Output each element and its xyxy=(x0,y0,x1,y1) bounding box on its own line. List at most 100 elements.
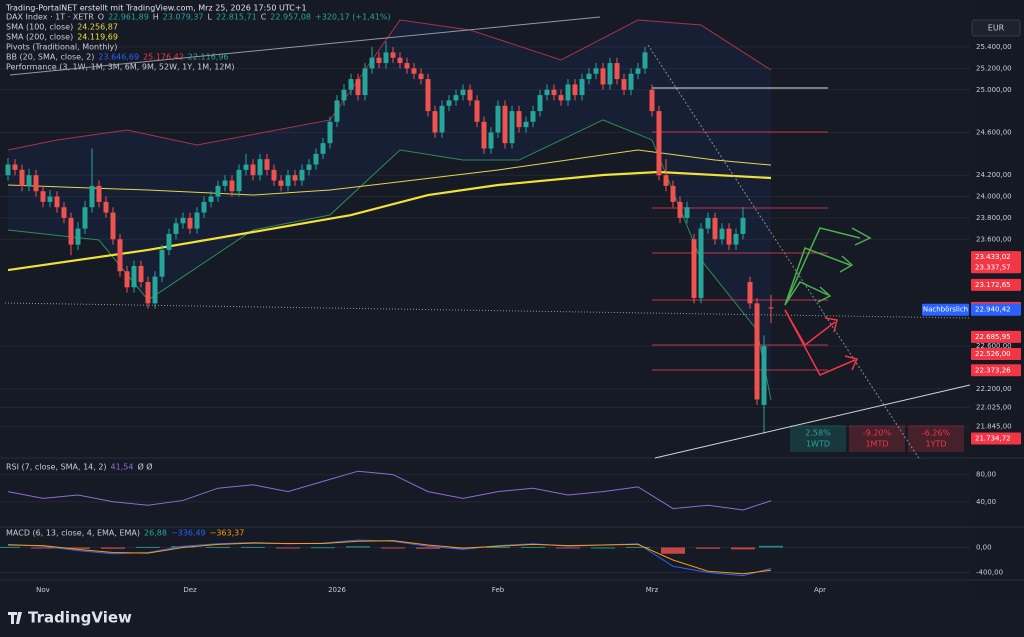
candle-body xyxy=(54,196,60,208)
x-tick-label: 2026 xyxy=(328,586,346,594)
arrow xyxy=(784,247,851,306)
performance-period: 1MTD xyxy=(865,440,888,449)
x-tick-label: Dez xyxy=(183,586,197,594)
y-tick-label: 23.800,00 xyxy=(976,214,1012,222)
arrow xyxy=(784,281,829,306)
legend-text: 22.815,71 xyxy=(216,13,257,22)
price-badge-label: 22.526,00 xyxy=(975,350,1011,358)
candle-body xyxy=(628,73,634,90)
y-tick-label: 24.600,00 xyxy=(976,128,1012,136)
candle-body xyxy=(40,191,46,202)
trend-line xyxy=(647,44,921,461)
session-badge xyxy=(922,303,969,316)
arrow-head xyxy=(851,227,872,246)
currency-box[interactable] xyxy=(971,19,1021,37)
candle-body xyxy=(418,73,424,80)
histogram-bar xyxy=(311,547,335,549)
performance-value: 2.58% xyxy=(805,429,831,438)
histogram-bar xyxy=(206,546,230,548)
price-badge xyxy=(971,432,1021,445)
sma-line xyxy=(7,170,772,272)
price-badge xyxy=(971,278,1021,291)
candle-body xyxy=(747,281,753,304)
candle-body xyxy=(250,164,256,176)
arrow-head xyxy=(839,255,854,273)
candle-body xyxy=(712,217,718,240)
price-badge xyxy=(971,364,1021,377)
credit: Trading-PortalNET erstellt mit TradingVi… xyxy=(5,4,307,13)
price-axis-bg xyxy=(970,0,1024,600)
y-tick-label: 21.845,00 xyxy=(976,423,1012,431)
legend-text: 41,54 xyxy=(111,463,134,472)
legend-text: −336,49 xyxy=(171,529,206,538)
candle-body xyxy=(481,121,487,149)
candle-body xyxy=(229,180,235,192)
candle-body xyxy=(19,169,25,186)
candle-body xyxy=(82,207,88,229)
candle-body xyxy=(96,185,102,202)
candle-body xyxy=(103,201,109,213)
candle-body xyxy=(313,153,319,165)
candle-body xyxy=(551,89,557,96)
candle-body xyxy=(698,228,704,299)
histogram-bar xyxy=(661,547,685,554)
candle-body xyxy=(537,95,543,112)
candle-body xyxy=(61,207,67,218)
histogram-bar xyxy=(101,547,125,549)
legend-text: DAX Index · 1T · XETR xyxy=(6,13,94,22)
legend-text: 25.176,42 xyxy=(143,53,184,62)
candle-body xyxy=(89,185,95,208)
candle-body xyxy=(586,73,592,80)
sma-line xyxy=(7,149,772,196)
currency[interactable]: EUR xyxy=(988,24,1005,33)
candle-body xyxy=(215,185,221,197)
candle-body xyxy=(33,175,39,192)
candle-body xyxy=(502,105,508,144)
histogram-bar xyxy=(591,547,615,549)
legend-text: O xyxy=(98,13,104,22)
candle-body xyxy=(439,105,445,133)
legend-text: BB (20, SMA, close, 2) xyxy=(6,53,94,62)
candle-body xyxy=(5,164,11,176)
session-label: Nachbörslich xyxy=(923,306,968,314)
histogram-bar xyxy=(696,547,720,549)
candle-body xyxy=(684,207,690,218)
candle-body xyxy=(411,68,417,74)
legend-text: −363,37 xyxy=(210,529,245,538)
candle-body xyxy=(299,169,305,181)
price-badge-label: 22.685,95 xyxy=(975,333,1011,341)
y-tick-label: 22.600,00 xyxy=(976,342,1012,350)
candle-body xyxy=(733,233,739,245)
candle-body xyxy=(47,196,53,202)
candle-body xyxy=(509,111,515,144)
price-badge xyxy=(971,330,1021,343)
x-tick-label: Feb xyxy=(492,586,505,594)
candle-body xyxy=(278,180,284,186)
candle-body xyxy=(390,52,396,58)
candle-body xyxy=(523,121,529,128)
legend-text: Ø Ø xyxy=(137,462,152,472)
candle-body xyxy=(488,132,494,149)
candle-body xyxy=(383,52,389,64)
legend-text: 23.646,69 xyxy=(98,53,139,62)
y-tick-label: 25.400,00 xyxy=(976,43,1012,51)
candle-body xyxy=(467,89,473,101)
candle-body xyxy=(362,68,368,96)
candle-body xyxy=(26,175,32,186)
y-tick-label: 24.200,00 xyxy=(976,171,1012,179)
x-tick-label: Mrz xyxy=(646,586,659,594)
candle-body xyxy=(131,265,137,288)
candle-body xyxy=(740,217,746,234)
candle-body xyxy=(341,89,347,101)
candle-body xyxy=(397,57,403,64)
y-tick-label: 25.000,00 xyxy=(976,86,1012,94)
histogram-bar xyxy=(731,547,755,550)
x-tick-label: Apr xyxy=(814,586,826,594)
candle-body xyxy=(691,239,697,299)
performance-box xyxy=(849,425,905,452)
candle-body xyxy=(257,159,263,176)
performance-box xyxy=(908,425,964,452)
y-tick-label: 22.200,00 xyxy=(976,385,1012,393)
trend-line xyxy=(654,384,971,459)
